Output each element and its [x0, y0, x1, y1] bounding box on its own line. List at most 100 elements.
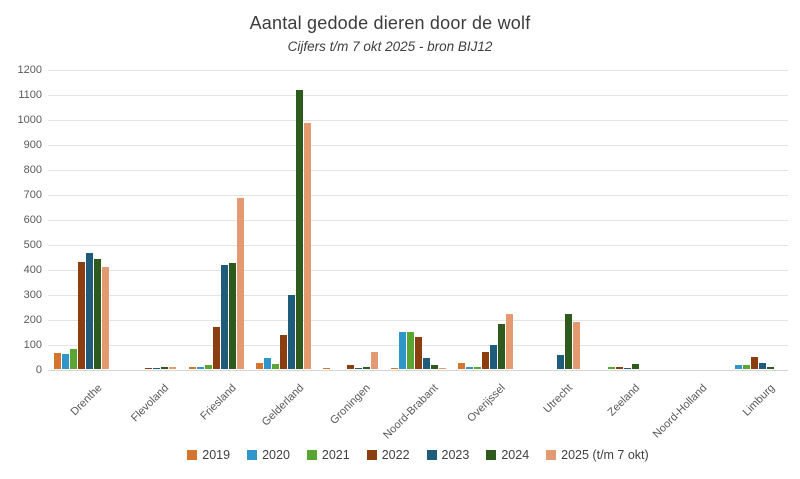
bar-drenthe-2021	[70, 349, 78, 369]
bar-zeeland-2024	[632, 364, 640, 369]
bar-utrecht-2023	[557, 355, 565, 369]
legend-label-2023: 2023	[441, 448, 470, 462]
y-tick-label-1200: 1200	[17, 64, 42, 76]
bar-drenthe-2024	[94, 259, 102, 369]
bar-overijssel-2020	[465, 366, 473, 369]
bar-zeeland-2022	[616, 366, 624, 369]
bar-friesland-2025	[236, 197, 244, 369]
bar-overijssel-2021	[473, 367, 481, 369]
bar-friesland-2021	[204, 365, 212, 369]
y-tick-label-900: 900	[23, 139, 42, 151]
bar-gelderland-2024	[295, 90, 303, 369]
gridline-700	[48, 195, 788, 196]
x-label-noord-holland: Noord-Holland	[650, 382, 710, 441]
bar-flevoland-2024	[161, 366, 169, 369]
bar-flevoland-2023	[153, 368, 161, 369]
x-label-gelderland: Gelderland	[259, 382, 306, 429]
gridline-400	[48, 270, 788, 271]
bar-noord-brabant-2021	[406, 331, 414, 369]
bar-overijssel-2019	[457, 362, 465, 369]
bar-friesland-2022	[212, 326, 220, 369]
bar-friesland-2023	[220, 265, 228, 369]
bar-gelderland-2022	[279, 335, 287, 369]
legend-item-2023: 2023	[426, 448, 470, 462]
gridline-800	[48, 170, 788, 171]
legend-label-2022: 2022	[381, 448, 410, 462]
legend-swatch-2022	[366, 450, 377, 460]
bar-groningen-2024	[363, 366, 371, 369]
bar-utrecht-2024	[565, 314, 573, 369]
gridline-0	[48, 370, 788, 371]
legend-label-2020: 2020	[262, 448, 290, 462]
x-label-zeeland: Zeeland	[605, 382, 643, 419]
legend-item-2021: 2021	[306, 448, 350, 462]
y-tick-label-300: 300	[23, 289, 42, 301]
bar-groningen-2023	[355, 368, 363, 369]
gridline-1000	[48, 120, 788, 121]
bar-utrecht-2025	[573, 321, 581, 369]
legend-label-2025: 2025 (t/m 7 okt)	[561, 448, 649, 462]
legend: 2019 2020 2021 2022 2023 2024 2025 (t/m 7 okt)	[48, 448, 788, 462]
bar-drenthe-2025	[102, 266, 110, 369]
bar-drenthe-2022	[78, 261, 86, 369]
y-tick-label-100: 100	[23, 339, 42, 351]
y-tick-label-700: 700	[23, 189, 42, 201]
legend-label-2019: 2019	[202, 448, 231, 462]
plot-area	[48, 70, 788, 371]
bar-noord-brabant-2019	[390, 367, 398, 369]
y-tick-label-1100: 1100	[18, 89, 42, 101]
gridline-500	[48, 245, 788, 246]
gridline-1100	[48, 95, 788, 96]
bar-zeeland-2023	[624, 368, 632, 369]
bar-noord-brabant-2024	[430, 365, 438, 369]
bar-overijssel-2024	[497, 324, 505, 369]
x-label-overijssel: Overijssel	[465, 382, 508, 425]
y-tick-label-800: 800	[23, 164, 42, 176]
bar-noord-brabant-2023	[422, 357, 430, 369]
gridline-900	[48, 145, 788, 146]
legend-item-2025: 2025 (t/m 7 okt)	[546, 448, 649, 462]
legend-swatch-2019	[187, 450, 198, 460]
bar-limburg-2020	[734, 365, 742, 369]
bar-drenthe-2019	[54, 352, 62, 369]
x-label-utrecht: Utrecht	[541, 382, 576, 416]
bar-drenthe-2023	[86, 252, 94, 369]
y-tick-label-500: 500	[23, 239, 42, 251]
bar-limburg-2022	[750, 356, 758, 369]
legend-item-2024: 2024	[486, 448, 529, 462]
x-label-drenthe: Drenthe	[67, 382, 105, 419]
gridline-600	[48, 220, 788, 221]
bar-noord-brabant-2020	[398, 331, 406, 369]
legend-item-2020: 2020	[247, 448, 290, 462]
y-tick-label-600: 600	[23, 214, 42, 226]
bar-gelderland-2023	[287, 295, 295, 369]
legend-swatch-2025	[546, 450, 557, 460]
bar-gelderland-2020	[263, 357, 271, 369]
y-tick-label-400: 400	[23, 264, 42, 276]
bar-flevoland-2025	[169, 366, 177, 369]
x-label-friesland: Friesland	[198, 382, 239, 423]
bar-groningen-2022	[347, 365, 355, 369]
x-label-groningen: Groningen	[328, 382, 374, 427]
x-axis-labels: Drenthe Flevoland Friesland Gelderland Groni…	[48, 372, 788, 444]
gridline-200	[48, 320, 788, 321]
bar-groningen-2019	[323, 368, 331, 369]
bar-overijssel-2025	[505, 314, 513, 369]
y-tick-label-0: 0	[35, 364, 42, 376]
legend-label-2024: 2024	[501, 448, 530, 462]
bar-friesland-2024	[228, 262, 236, 369]
bar-groningen-2025	[371, 351, 379, 369]
legend-swatch-2021	[306, 450, 317, 460]
legend-swatch-2023	[426, 450, 437, 460]
y-tick-label-1000: 1000	[17, 114, 42, 126]
bar-drenthe-2020	[62, 354, 70, 369]
bar-gelderland-2021	[271, 364, 279, 369]
x-label-limburg: Limburg	[740, 382, 777, 419]
bar-overijssel-2022	[481, 351, 489, 369]
chart-subtitle: Cijfers t/m 7 okt 2025 - bron BIJ12	[287, 39, 493, 54]
legend-swatch-2024	[486, 450, 497, 460]
bar-gelderland-2025	[303, 122, 311, 369]
y-tick-label-200: 200	[23, 314, 42, 326]
bar-limburg-2021	[742, 365, 750, 369]
